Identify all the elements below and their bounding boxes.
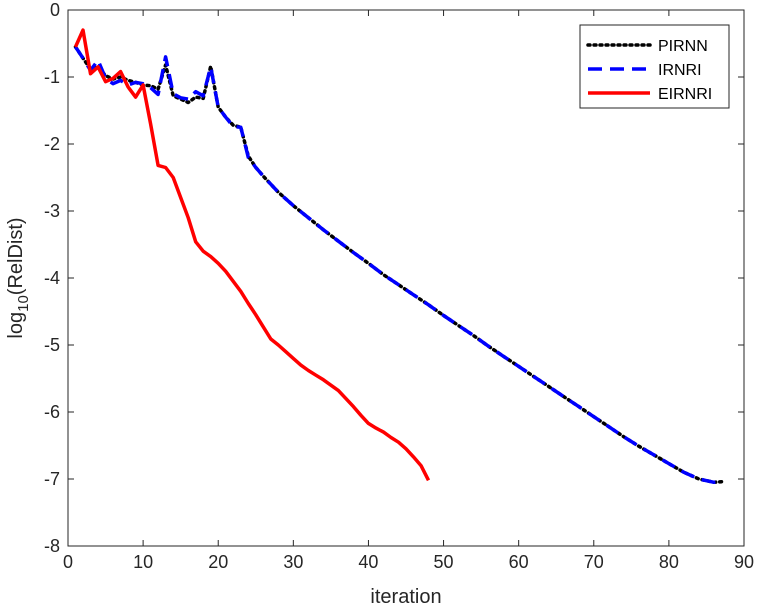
x-tick-label: 30	[283, 552, 303, 572]
y-tick-label: -4	[44, 268, 60, 288]
x-tick-label: 80	[659, 552, 679, 572]
series-line-pirnn	[73, 45, 724, 485]
x-tick-label: 40	[358, 552, 378, 572]
legend-label-eirnri: EIRNRI	[658, 86, 712, 103]
x-tick-label: 10	[133, 552, 153, 572]
y-tick-label: 0	[50, 0, 60, 20]
y-tick-label: -5	[44, 335, 60, 355]
x-tick-label: 50	[434, 552, 454, 572]
y-axis-label: log10(RelDist)	[5, 217, 32, 338]
y-tick-label: -6	[44, 402, 60, 422]
x-axis-label: iteration	[370, 586, 441, 608]
y-tick-label: -2	[44, 134, 60, 154]
x-tick-label: 90	[734, 552, 754, 572]
y-tick-label: -1	[44, 67, 60, 87]
legend-label-pirnn: PIRNN	[658, 38, 708, 55]
y-axis-label-subscript: 10	[15, 295, 32, 312]
y-tick-label: -3	[44, 201, 60, 221]
y-tick-label: -8	[44, 536, 60, 556]
x-tick-label: 20	[208, 552, 228, 572]
x-tick-label: 70	[584, 552, 604, 572]
y-axis-label-rest: (RelDist)	[5, 217, 27, 295]
ticks-layer: 0 10 20 30 40 50 60 70 80 90 0 -1 -2 -3 -4 -5 -6 -7 -8	[44, 0, 754, 572]
x-tick-label: 0	[63, 552, 73, 572]
x-tick-label: 60	[509, 552, 529, 572]
y-tick-label: -7	[44, 469, 60, 489]
y-axis-label-main: log	[5, 312, 27, 339]
legend-label-irnri: IRNRI	[658, 62, 702, 79]
series-line-irnri	[74, 45, 722, 485]
series-line-eirnri	[73, 28, 431, 482]
legend: PIRNN IRNRI EIRNRI	[579, 24, 730, 109]
series-layer	[73, 28, 724, 485]
